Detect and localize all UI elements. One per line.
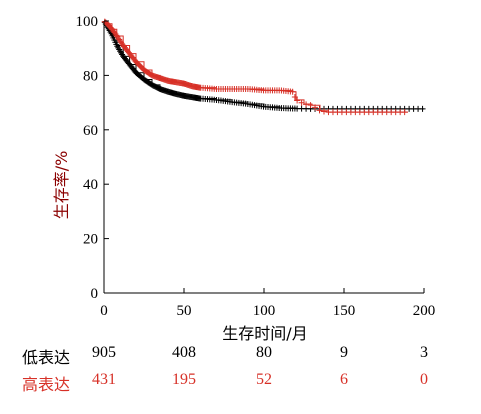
censor-mark [298,99,305,106]
y-tick-label-20: 20 [83,232,98,248]
x-tick-label-100: 100 [253,303,276,319]
censor-mark [289,88,296,95]
x-tick-label-0: 0 [100,303,108,319]
censor-mark [401,109,408,116]
series-line [104,20,424,110]
censor-mark [294,97,301,104]
y-tick-label-100: 100 [76,14,99,30]
axes: 0 50 100 150 200 0 20 40 60 80 100 [76,14,436,319]
y-tick-label-0: 0 [91,286,99,302]
y-axis-label: 生存率/% [52,151,71,220]
x-axis-label: 生存时间/月 [222,324,307,343]
censor-mark [419,105,426,112]
series-line [104,20,408,113]
censor-mark [307,102,314,109]
y-tick-label-80: 80 [83,68,98,84]
censor-mark [303,101,310,108]
censor-mark [316,107,323,114]
censor-mark [291,94,298,101]
censor-mark [321,108,327,115]
series-1 [101,19,426,112]
y-tick-label-40: 40 [83,177,98,193]
censor-mark [312,104,319,111]
x-tick-label-200: 200 [413,303,436,319]
series-layer [101,18,426,116]
x-tick-label-50: 50 [177,303,192,319]
x-tick-label-150: 150 [333,303,356,319]
series-2 [101,18,408,116]
y-tick-label-60: 60 [83,123,98,139]
